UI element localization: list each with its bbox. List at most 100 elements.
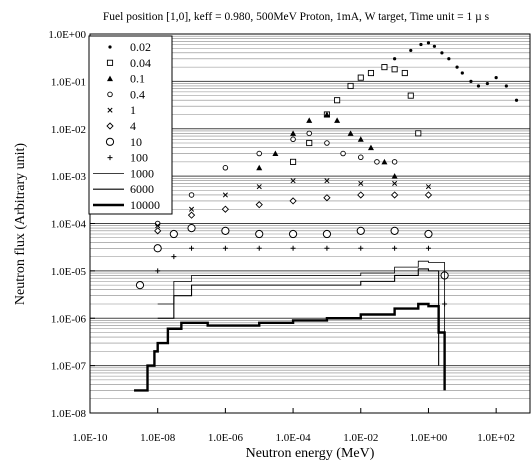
- data-point: [290, 130, 297, 136]
- data-point: [392, 245, 398, 251]
- data-point: [255, 229, 264, 239]
- series-100: [155, 245, 448, 307]
- series-line: [134, 302, 446, 392]
- data-point: [390, 191, 399, 199]
- series-line: [157, 260, 446, 352]
- data-point: [222, 192, 228, 198]
- legend-item: 100: [107, 151, 148, 165]
- data-point: [504, 84, 508, 88]
- y-tick-label: 1.0E-05: [51, 266, 87, 278]
- data-point: [455, 65, 459, 69]
- y-tick-label: 1.0E-02: [51, 124, 86, 136]
- legend-label: 0.04: [130, 56, 151, 70]
- legend-item: 6000: [93, 182, 154, 196]
- data-point: [485, 81, 489, 86]
- legend-item: 10000: [93, 198, 160, 212]
- legend-item: 0.4: [107, 87, 145, 101]
- data-point: [391, 173, 398, 179]
- data-point: [334, 117, 341, 123]
- data-point: [306, 130, 312, 137]
- legend-item: 10: [105, 135, 142, 149]
- x-tick-label: 1.0E-02: [343, 432, 378, 444]
- tick-labels: 1.0E+00 1.0E-01 1.0E-02 1.0E-03 1.0E-04 1.0E-…: [48, 29, 515, 444]
- data-point: [347, 130, 354, 136]
- y-tick-label: 1.0E+00: [48, 29, 86, 41]
- data-point: [381, 158, 388, 165]
- data-point: [290, 178, 296, 184]
- data-point: [367, 69, 375, 77]
- data-point: [188, 192, 195, 198]
- y-tick-label: 1.0E-08: [51, 408, 87, 420]
- data-point: [188, 206, 195, 212]
- data-point: [153, 244, 162, 253]
- x-tick-label: 1.0E-06: [208, 432, 244, 444]
- data-point: [323, 111, 330, 117]
- series-line: [157, 268, 440, 366]
- data-point: [256, 164, 263, 171]
- x-tick-label: 1.0E-08: [140, 432, 176, 444]
- data-point: [401, 69, 408, 77]
- data-point: [154, 227, 162, 235]
- data-point: [322, 229, 332, 239]
- x-axis-label: Neutron energy (MeV): [246, 446, 375, 461]
- series-1: [155, 178, 432, 229]
- data-point: [187, 223, 196, 233]
- data-point: [367, 144, 374, 151]
- data-point: [358, 180, 364, 187]
- data-point: [476, 84, 481, 88]
- legend-marker: [105, 137, 115, 146]
- data-point: [222, 165, 229, 171]
- data-point: [169, 229, 178, 239]
- data-point: [469, 79, 473, 83]
- x-tick-label: 1.0E+00: [410, 432, 448, 444]
- y-tick-label: 1.0E-07: [51, 361, 87, 373]
- data-point: [289, 197, 297, 205]
- data-point: [288, 229, 298, 239]
- data-point: [272, 150, 279, 157]
- series-1000: [157, 260, 446, 352]
- data-point: [424, 229, 433, 239]
- data-point: [171, 254, 177, 260]
- chart-title: Fuel position [1,0], keff = 0.980, 500Me…: [103, 11, 490, 23]
- data-point: [409, 48, 413, 53]
- data-point: [390, 226, 399, 235]
- y-axis-label: Neutron flux (Arbitrary unit): [13, 143, 28, 305]
- data-point: [356, 226, 365, 235]
- data-point: [290, 158, 297, 165]
- data-point: [340, 150, 346, 157]
- data-point: [222, 245, 228, 251]
- data-point: [256, 245, 262, 251]
- y-tick-label: 1.0E-03: [51, 171, 87, 183]
- legend-box: [88, 35, 173, 215]
- legend-item: 1: [107, 103, 136, 117]
- series-0.4: [154, 130, 398, 227]
- data-point: [357, 136, 364, 142]
- legend-item: 1000: [93, 166, 154, 180]
- data-point: [135, 281, 145, 290]
- data-point: [155, 268, 161, 274]
- legend-marker: [106, 59, 114, 66]
- data-point: [393, 57, 397, 61]
- legend-item: 4: [106, 119, 136, 133]
- legend-marker: [107, 75, 113, 82]
- data-point: [391, 159, 398, 165]
- series-0.1: [256, 111, 398, 179]
- data-point: [334, 97, 341, 104]
- legend-label: 10000: [130, 198, 160, 212]
- series-0.04: [290, 64, 422, 165]
- data-point: [189, 245, 195, 251]
- x-tick-label: 1.0E+02: [477, 432, 515, 444]
- data-point: [415, 130, 422, 137]
- data-point: [391, 66, 398, 73]
- data-point: [357, 74, 364, 81]
- data-point: [514, 98, 519, 102]
- data-point: [324, 140, 330, 146]
- legend-label: 4: [130, 119, 136, 133]
- data-point: [255, 201, 263, 209]
- legend-label: 0.4: [130, 87, 145, 101]
- data-point: [324, 178, 330, 184]
- legend-marker: [107, 91, 113, 98]
- data-point: [425, 184, 432, 190]
